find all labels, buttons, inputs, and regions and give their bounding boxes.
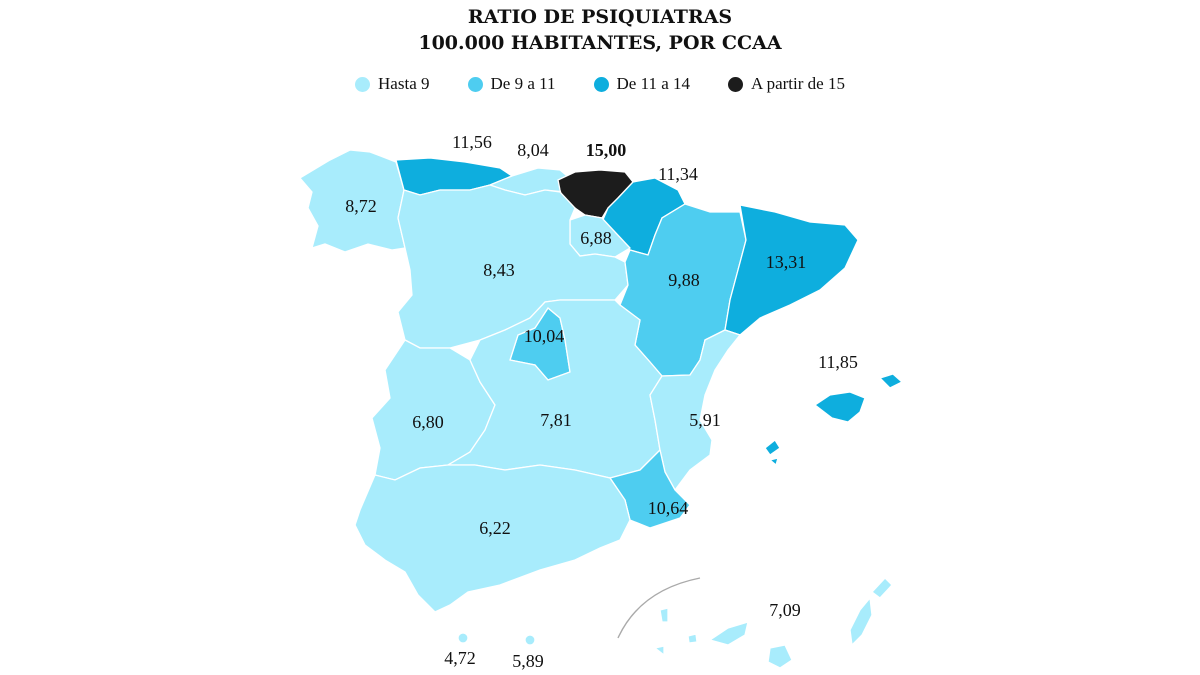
region-canarias-la-palma <box>659 607 669 623</box>
label-cataluna: 13,31 <box>766 252 807 272</box>
region-canarias-tenerife <box>708 621 749 646</box>
label-galicia: 8,72 <box>345 196 377 216</box>
map-title-line1: RATIO DE PSIQUIATRAS <box>467 6 733 28</box>
region-ibiza <box>764 439 781 456</box>
legend-item-15-plus: A partir de 15 <box>728 74 845 94</box>
label-castilla-la-mancha: 7,81 <box>540 410 572 430</box>
region-canarias-la-gomera <box>687 633 698 644</box>
region-menorca <box>878 373 904 389</box>
label-canarias: 7,09 <box>769 600 801 620</box>
label-baleares: 11,85 <box>818 352 858 372</box>
region-melilla <box>524 634 536 646</box>
region-canarias-lanzarote <box>871 577 893 599</box>
legend-swatch <box>728 76 743 92</box>
legend-item-11-14: De 11 a 14 <box>593 74 691 94</box>
legend-item-9-11: De 9 a 11 <box>467 74 556 94</box>
label-ceuta: 4,72 <box>444 648 476 668</box>
label-andalucia: 6,22 <box>479 518 511 538</box>
label-castilla-leon: 8,43 <box>483 260 515 280</box>
canarias-divider <box>617 577 701 639</box>
region-canarias-gran-canaria <box>767 644 793 669</box>
label-valencia: 5,91 <box>689 410 721 430</box>
label-melilla: 5,89 <box>512 651 544 671</box>
region-andalucia <box>354 464 631 613</box>
label-murcia: 10,64 <box>648 498 689 518</box>
region-ceuta <box>457 632 469 644</box>
legend-label: De 11 a 14 <box>616 74 691 93</box>
legend-label: Hasta 9 <box>378 74 430 93</box>
region-mallorca <box>813 391 866 423</box>
label-pais-vasco: 15,00 <box>586 140 627 160</box>
map-title-line2: 100.000 HABITANTES, POR CCAA <box>418 32 782 54</box>
label-cantabria: 8,04 <box>517 140 549 160</box>
legend-swatch <box>467 76 483 92</box>
region-formentera <box>768 457 779 467</box>
legend-label: A partir de 15 <box>751 74 845 93</box>
label-asturias: 11,56 <box>452 132 492 152</box>
region-canarias-el-hierro <box>653 645 665 657</box>
legend-label: De 9 a 11 <box>490 74 556 93</box>
label-aragon: 9,88 <box>668 270 700 290</box>
map-title: RATIO DE PSIQUIATRAS 100.000 HABITANTES,… <box>0 4 1200 56</box>
label-navarra: 11,34 <box>658 164 698 184</box>
region-castilla-la-mancha <box>445 299 663 479</box>
region-cataluna <box>724 204 859 336</box>
label-la-rioja: 6,88 <box>580 228 612 248</box>
legend-item-hasta-9: Hasta 9 <box>355 74 430 94</box>
legend-swatch <box>355 76 371 92</box>
legend: Hasta 9 De 9 a 11 De 11 a 14 A partir de… <box>0 74 1200 94</box>
region-valencia <box>649 329 742 492</box>
region-canarias-fuerteventura <box>849 596 873 647</box>
region-galicia <box>299 149 406 253</box>
label-madrid: 10,04 <box>524 326 565 346</box>
label-extremadura: 6,80 <box>412 412 444 432</box>
legend-swatch <box>593 76 609 92</box>
